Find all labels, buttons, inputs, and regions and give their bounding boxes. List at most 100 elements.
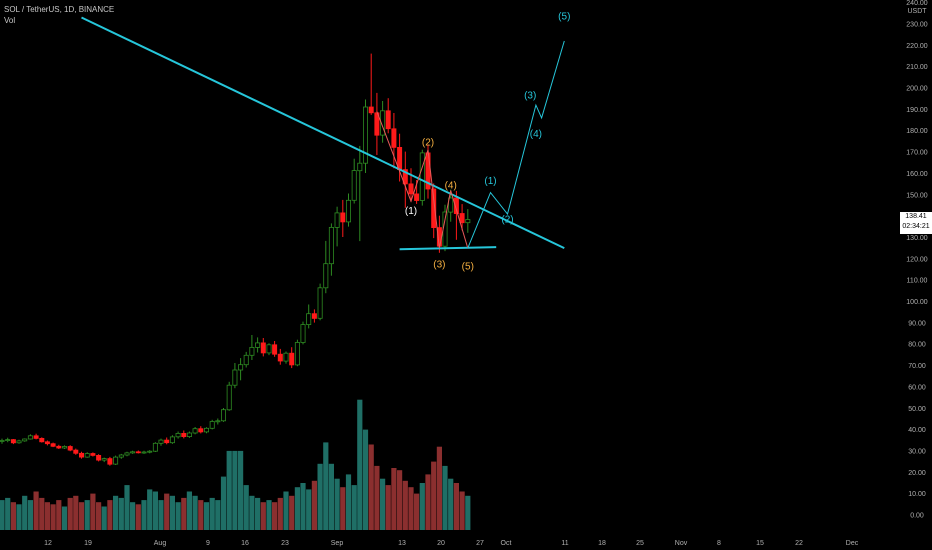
volume-bar	[73, 495, 79, 530]
time-tick-label: 22	[795, 540, 803, 547]
volume-bar	[27, 500, 33, 530]
wave-label: (2)	[422, 138, 434, 149]
candle-body	[84, 453, 90, 458]
wave-label: (1)	[405, 206, 417, 217]
volume-bar	[101, 506, 107, 530]
candle-body	[232, 369, 238, 386]
volume-bar	[22, 495, 28, 530]
symbol-title[interactable]: SOL / TetherUS, 1D, BINANCE	[4, 5, 115, 14]
time-tick-label: 20	[437, 540, 445, 547]
volume-bar	[385, 485, 391, 530]
volume-bar	[340, 487, 346, 530]
candle-body	[243, 354, 249, 366]
price-tick-label: 10.00	[908, 491, 926, 498]
volume-bar	[294, 487, 300, 530]
candle-body	[260, 342, 266, 354]
candle-body	[175, 432, 181, 438]
volume-bar	[209, 497, 215, 530]
wave-label: (4)	[530, 129, 542, 140]
candle-body	[169, 436, 175, 444]
price-tick-label: 80.00	[908, 342, 926, 349]
volume-bar	[16, 504, 22, 530]
time-tick-label: 25	[636, 540, 644, 547]
candle-body	[130, 451, 136, 454]
volume-bar	[90, 493, 96, 530]
candle-body	[79, 452, 85, 458]
wave-label: (3)	[433, 259, 445, 270]
volume-bar	[277, 497, 283, 530]
candle-body	[323, 263, 329, 289]
candle-body	[10, 439, 16, 444]
volume-bar	[402, 480, 408, 530]
volume-bar	[300, 483, 306, 530]
volume-bar	[255, 497, 261, 530]
candle-body	[203, 427, 209, 433]
price-tick-label: 110.00	[907, 278, 928, 285]
candle-body	[238, 364, 244, 371]
wave-label: (5)	[558, 12, 570, 23]
volume-bar	[345, 474, 352, 530]
candle-body	[22, 438, 28, 442]
candle-body	[385, 110, 391, 130]
candle-body	[27, 435, 33, 440]
descending-trendline	[81, 16, 565, 250]
time-tick-label: Dec	[846, 540, 859, 547]
volume-bar	[39, 497, 45, 530]
candle-body	[362, 106, 368, 164]
last-price-tag: 138.41 02:34:21	[900, 212, 932, 234]
time-tick-label: 12	[44, 540, 52, 547]
volume-bar	[130, 502, 136, 530]
candle-body	[50, 443, 56, 447]
price-axis-currency: USDT	[907, 8, 927, 15]
volume-bar	[323, 442, 329, 530]
candle-body	[101, 458, 107, 461]
candle-body	[56, 445, 62, 449]
wave-label: (5)	[462, 262, 474, 273]
price-tick-label: 220.00	[906, 43, 928, 50]
volume-bar	[448, 478, 454, 530]
volume-bar	[192, 495, 198, 530]
time-tick-label: 18	[598, 540, 606, 547]
volume-bar	[78, 502, 85, 530]
volume-bar	[243, 485, 249, 530]
volume-bar	[107, 500, 113, 530]
candle-body	[67, 446, 73, 451]
candle-body	[73, 449, 79, 454]
price-tick-label: 130.00	[906, 235, 928, 242]
price-tick-label: 200.00	[906, 86, 928, 93]
volume-indicator-label[interactable]: Vol	[4, 16, 16, 25]
candle-body	[135, 451, 141, 454]
candle-body	[368, 106, 374, 114]
time-tick-label: Sep	[331, 540, 344, 547]
volume-bar	[260, 502, 266, 530]
candle-body	[33, 435, 39, 439]
candle-body	[453, 197, 459, 215]
volume-bar	[10, 502, 16, 530]
price-tick-label: 90.00	[908, 320, 926, 327]
candle-body	[414, 193, 420, 201]
volume-bar	[311, 480, 317, 530]
candle-body	[402, 169, 408, 185]
candle-body	[351, 170, 357, 201]
volume-bar	[113, 495, 119, 530]
price-tick-label: 0.00	[910, 513, 924, 520]
candle-body	[220, 409, 226, 422]
time-tick-label: 27	[476, 540, 484, 547]
candle-body	[62, 446, 68, 449]
volume-bar	[0, 500, 5, 530]
time-tick-label: Aug	[154, 540, 167, 547]
time-tick-label: 13	[398, 540, 406, 547]
candle-body	[124, 452, 130, 456]
candle-body	[448, 197, 454, 213]
candle-body	[44, 441, 50, 445]
candle-body	[209, 421, 215, 429]
candle-body	[113, 456, 119, 465]
candle-body	[340, 212, 346, 223]
volume-bar	[33, 491, 39, 530]
volume-bar	[169, 495, 175, 530]
support-line	[399, 246, 497, 251]
time-tick-label: 19	[84, 540, 92, 547]
projection-path	[467, 40, 565, 249]
volume-bar	[357, 399, 363, 530]
